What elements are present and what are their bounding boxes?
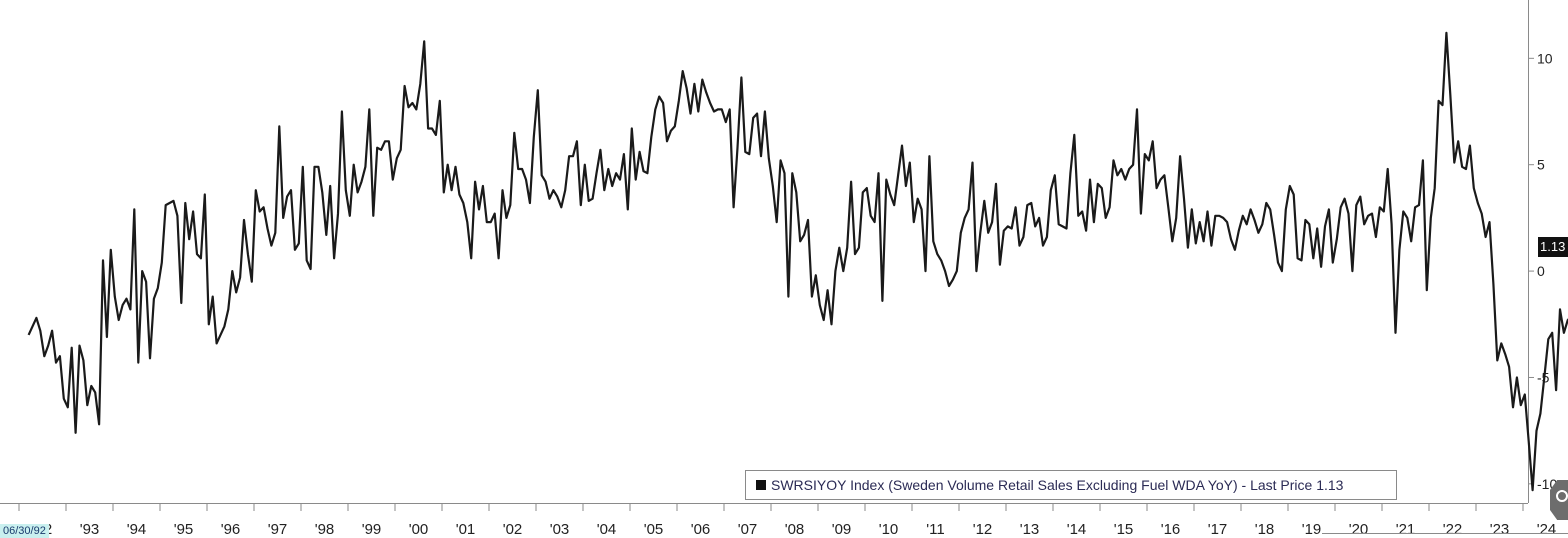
x-tick-label: '24 bbox=[1537, 521, 1557, 538]
x-tick-label: '04 bbox=[597, 521, 617, 538]
y-tick-label: 5 bbox=[1537, 157, 1545, 173]
scroll-handle-icon[interactable] bbox=[1550, 480, 1568, 520]
start-date-label: 06/30/92 bbox=[0, 524, 49, 538]
y-tick-label: 0 bbox=[1537, 263, 1545, 279]
x-tick-label: '96 bbox=[221, 521, 241, 538]
x-tick-label: '21 bbox=[1396, 521, 1416, 538]
x-tick-label: '20 bbox=[1349, 521, 1369, 538]
x-tick-label: '22 bbox=[1443, 521, 1463, 538]
x-tick-label: '94 bbox=[127, 521, 147, 538]
x-tick-label: '07 bbox=[738, 521, 758, 538]
x-tick-label: '08 bbox=[785, 521, 805, 538]
divider bbox=[1322, 533, 1568, 534]
last-price-tag: 1.13 bbox=[1538, 237, 1568, 257]
x-tick-label: '05 bbox=[644, 521, 664, 538]
x-tick-label: '10 bbox=[879, 521, 899, 538]
x-tick-label: '06 bbox=[691, 521, 711, 538]
x-tick-label: '12 bbox=[973, 521, 993, 538]
x-tick-label: '98 bbox=[315, 521, 335, 538]
x-tick-label: '01 bbox=[456, 521, 476, 538]
series-line bbox=[27, 31, 1568, 492]
legend-label: SWRSIYOY Index (Sweden Volume Retail Sal… bbox=[771, 477, 1344, 493]
x-tick-label: '14 bbox=[1067, 521, 1087, 538]
x-tick-label: '18 bbox=[1255, 521, 1275, 538]
x-tick-label: '13 bbox=[1020, 521, 1040, 538]
x-tick-label: '11 bbox=[926, 521, 944, 538]
x-tick-label: '23 bbox=[1490, 521, 1510, 538]
x-tick-label: '09 bbox=[832, 521, 852, 538]
x-tick-label: '02 bbox=[503, 521, 523, 538]
x-tick-label: '00 bbox=[409, 521, 429, 538]
legend-swatch bbox=[756, 480, 766, 490]
x-tick-label: '03 bbox=[550, 521, 570, 538]
x-tick-label: '15 bbox=[1114, 521, 1134, 538]
x-tick-label: '16 bbox=[1161, 521, 1181, 538]
x-tick-label: '95 bbox=[174, 521, 194, 538]
x-tick-label: '93 bbox=[80, 521, 100, 538]
legend[interactable]: SWRSIYOY Index (Sweden Volume Retail Sal… bbox=[745, 470, 1397, 500]
x-tick-label: '19 bbox=[1302, 521, 1322, 538]
x-tick-label: '17 bbox=[1208, 521, 1228, 538]
x-tick-label: '99 bbox=[362, 521, 382, 538]
x-tick-label: '97 bbox=[268, 521, 288, 538]
y-tick-label: 10 bbox=[1537, 50, 1553, 66]
